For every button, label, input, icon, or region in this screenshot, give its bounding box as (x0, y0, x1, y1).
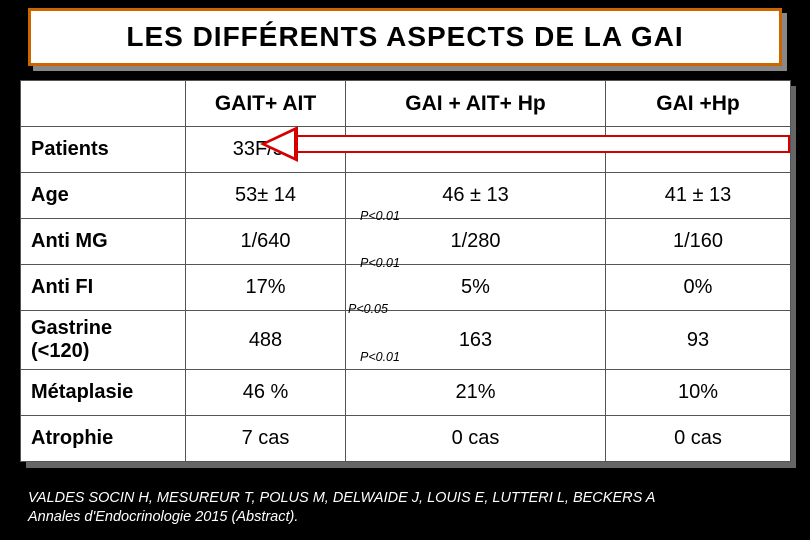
cell: 17% (186, 265, 346, 311)
cell: 93 (606, 311, 791, 370)
table-row: Gastrine (<120) 488 163 93 (21, 311, 791, 370)
pvalue-label: P<0.01 (360, 209, 400, 223)
citation: VALDES SOCIN H, MESUREUR T, POLUS M, DEL… (28, 489, 790, 528)
cell (346, 127, 606, 173)
pvalue-label: P<0.01 (360, 256, 400, 270)
cell: 46 % (186, 370, 346, 416)
cell: 7 cas (186, 416, 346, 462)
cell: 0 cas (346, 416, 606, 462)
slide-title: LES DIFFÉRENTS ASPECTS DE LA GAI (28, 8, 782, 66)
row-label: Patients (21, 127, 186, 173)
cell: 53± 14 (186, 173, 346, 219)
table-row: Atrophie 7 cas 0 cas 0 cas (21, 416, 791, 462)
table-header-row: GAIT+ AIT GAI + AIT+ Hp GAI +Hp (21, 81, 791, 127)
data-table: GAIT+ AIT GAI + AIT+ Hp GAI +Hp Patients… (20, 80, 791, 462)
cell (606, 127, 791, 173)
slide: LES DIFFÉRENTS ASPECTS DE LA GAI GAIT+ A… (0, 0, 810, 540)
cell: 488 (186, 311, 346, 370)
citation-line: VALDES SOCIN H, MESUREUR T, POLUS M, DEL… (28, 489, 790, 509)
data-table-container: GAIT+ AIT GAI + AIT+ Hp GAI +Hp Patients… (20, 80, 790, 462)
col-header: GAI +Hp (606, 81, 791, 127)
cell: 21% (346, 370, 606, 416)
cell: 1/640 (186, 219, 346, 265)
row-label: Gastrine (<120) (21, 311, 186, 370)
slide-title-text: LES DIFFÉRENTS ASPECTS DE LA GAI (126, 21, 683, 53)
cell: 10% (606, 370, 791, 416)
table-row: Patients 33F/5H (21, 127, 791, 173)
cell: 33F/5H (186, 127, 346, 173)
cell: 0% (606, 265, 791, 311)
table-row: Métaplasie 46 % 21% 10% (21, 370, 791, 416)
table-row: Age 53± 14 46 ± 13 41 ± 13 (21, 173, 791, 219)
row-label: Age (21, 173, 186, 219)
cell: 0 cas (606, 416, 791, 462)
col-header: GAI + AIT+ Hp (346, 81, 606, 127)
col-header: GAIT+ AIT (186, 81, 346, 127)
row-label: Atrophie (21, 416, 186, 462)
pvalue-label: P<0.01 (360, 350, 400, 364)
table-row: Anti MG 1/640 1/280 1/160 (21, 219, 791, 265)
table-body: Patients 33F/5H Age 53± 14 46 ± 13 41 ± … (21, 127, 791, 462)
row-label: Anti MG (21, 219, 186, 265)
cell: 1/160 (606, 219, 791, 265)
cell: 41 ± 13 (606, 173, 791, 219)
row-label: Métaplasie (21, 370, 186, 416)
citation-line: Annales d'Endocrinologie 2015 (Abstract)… (28, 508, 790, 528)
row-label: Anti FI (21, 265, 186, 311)
pvalue-label: P<0.05 (348, 302, 388, 316)
table-row: Anti FI 17% 5% 0% (21, 265, 791, 311)
col-header (21, 81, 186, 127)
